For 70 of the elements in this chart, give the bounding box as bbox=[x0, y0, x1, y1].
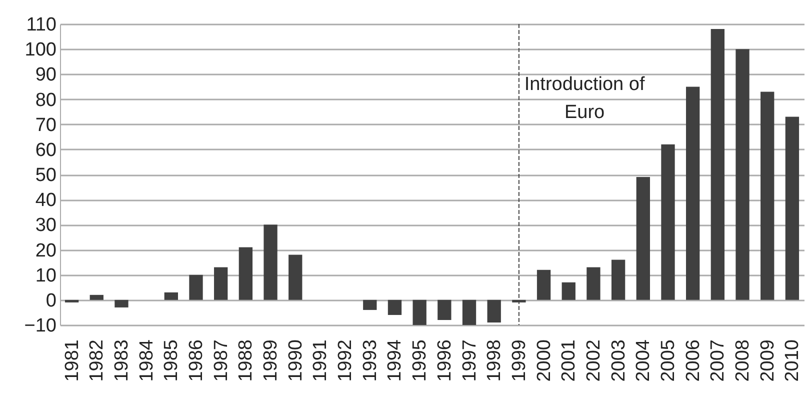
bar bbox=[288, 254, 302, 300]
bar bbox=[562, 282, 576, 300]
bar bbox=[412, 300, 426, 325]
bar bbox=[438, 300, 452, 320]
x-tick-label: 2010 bbox=[782, 340, 804, 382]
x-tick-label: 1994 bbox=[384, 339, 406, 382]
bar bbox=[636, 177, 650, 300]
x-tick-label: 1997 bbox=[459, 340, 480, 382]
x-tick-label: 1999 bbox=[508, 340, 530, 382]
bar bbox=[785, 116, 800, 300]
bar bbox=[686, 86, 700, 300]
y-tick-label: 110 bbox=[26, 14, 56, 36]
y-tick-label: 40 bbox=[35, 190, 56, 212]
x-tick-label: 1991 bbox=[310, 340, 332, 382]
bar bbox=[164, 292, 178, 300]
x-tick-label: 1998 bbox=[484, 340, 506, 382]
annotation: Introduction of Euro bbox=[524, 74, 646, 123]
bar bbox=[536, 270, 551, 300]
bar bbox=[214, 267, 228, 300]
x-tick-label: 1992 bbox=[335, 340, 356, 382]
bar bbox=[661, 144, 675, 300]
y-tick-label: 10 bbox=[35, 265, 56, 286]
y-tick-label: 80 bbox=[35, 90, 56, 111]
bar bbox=[238, 247, 253, 300]
y-tick-label: 30 bbox=[35, 215, 56, 236]
x-tick-label: 1989 bbox=[260, 340, 282, 382]
x-tick-label: 1995 bbox=[410, 340, 431, 382]
bar bbox=[64, 300, 79, 302]
y-tick-label: 70 bbox=[35, 114, 56, 136]
bar bbox=[736, 49, 750, 300]
x-tick-label: 1987 bbox=[210, 340, 232, 382]
bar bbox=[264, 224, 278, 300]
bar bbox=[760, 92, 774, 300]
bar bbox=[710, 29, 725, 300]
x-tick-label: 2008 bbox=[732, 340, 754, 382]
bar bbox=[388, 300, 402, 315]
x-tick-label: 2009 bbox=[757, 340, 778, 382]
bar bbox=[363, 300, 377, 310]
y-tick-label: 90 bbox=[35, 64, 56, 86]
y-tick-label: 60 bbox=[35, 140, 56, 161]
x-tick-label: 2000 bbox=[534, 340, 555, 382]
y-tick-label: 20 bbox=[35, 240, 56, 262]
x-tick-label: 2007 bbox=[708, 340, 729, 382]
bar bbox=[611, 260, 626, 300]
y-tick-label: 0 bbox=[46, 290, 56, 312]
x-tick-label: 1985 bbox=[161, 340, 182, 382]
x-tick-label: 1984 bbox=[136, 339, 158, 382]
x-tick-label: 1982 bbox=[86, 340, 108, 382]
bar bbox=[462, 300, 476, 325]
x-tick-label: 1986 bbox=[186, 340, 208, 382]
x-tick-label: 1996 bbox=[434, 340, 456, 382]
y-tick-label: −10 bbox=[24, 316, 56, 336]
x-tick-label: 2006 bbox=[682, 340, 704, 382]
x-tick-label: 1990 bbox=[285, 340, 306, 382]
x-tick-label: 2003 bbox=[608, 340, 630, 382]
x-tick-label: 2002 bbox=[583, 340, 604, 382]
x-tick-label: 1988 bbox=[236, 340, 257, 382]
x-tick-label: 1983 bbox=[111, 340, 132, 382]
bar bbox=[90, 294, 104, 300]
y-tick-label: 50 bbox=[35, 165, 56, 186]
bar bbox=[114, 300, 128, 308]
x-tick-label: 1981 bbox=[62, 340, 83, 382]
x-tick-label: 2001 bbox=[558, 340, 580, 382]
bar bbox=[189, 274, 203, 300]
y-tick-label: 100 bbox=[24, 40, 56, 61]
x-tick-label: 2005 bbox=[658, 340, 679, 382]
x-tick-label: 1993 bbox=[360, 340, 381, 382]
bar bbox=[487, 300, 501, 322]
bar bbox=[586, 267, 600, 300]
x-tick-label: 2004 bbox=[633, 339, 654, 382]
